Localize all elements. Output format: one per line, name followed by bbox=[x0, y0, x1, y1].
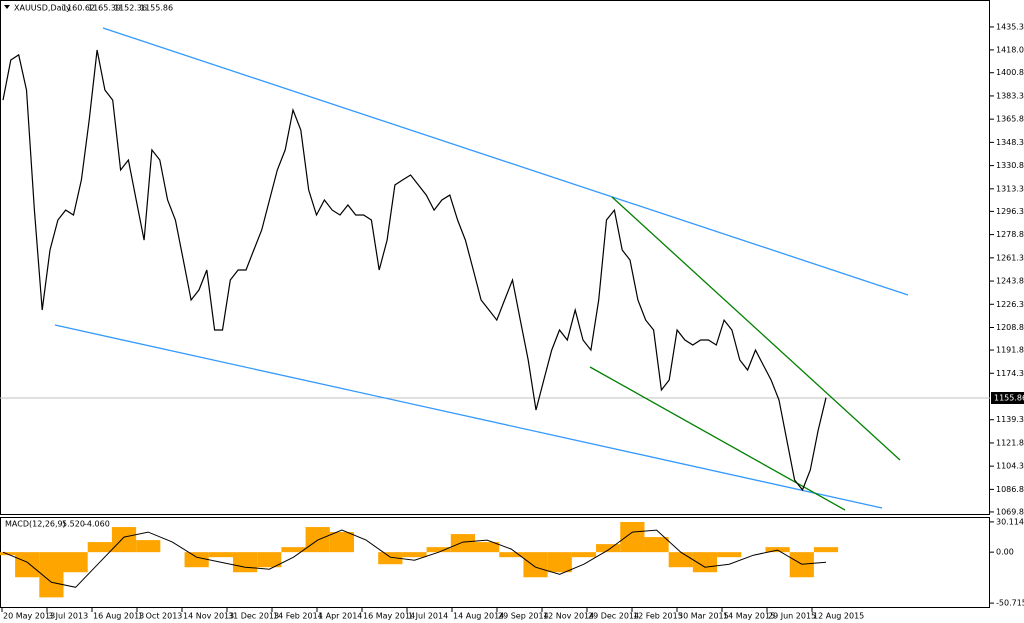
y-tick-label: 1208.80 bbox=[996, 323, 1024, 332]
macd-bar bbox=[813, 547, 839, 553]
x-tick-label: 1 Oct 2013 bbox=[138, 612, 182, 621]
macd-main: 5.520 bbox=[62, 520, 85, 529]
y-tick-label: 1121.80 bbox=[996, 438, 1024, 447]
y-tick-label: 30.114 bbox=[996, 517, 1024, 526]
macd-bar bbox=[571, 552, 597, 558]
x-tick-label: 12 Aug 2015 bbox=[813, 612, 864, 621]
y-tick-label: 1365.80 bbox=[996, 115, 1024, 124]
macd-bar bbox=[232, 552, 258, 573]
y-tick-label: -50.715 bbox=[996, 599, 1024, 608]
macd-bar bbox=[426, 547, 451, 553]
y-tick-label: 1226.30 bbox=[996, 300, 1024, 309]
x-tick-label: 16 May 2014 bbox=[363, 612, 415, 621]
x-tick-label: 1 Jul 2014 bbox=[408, 612, 448, 621]
low: 1152.36 bbox=[114, 4, 147, 13]
close: 1155.86 bbox=[140, 4, 173, 13]
x-tick-label: 3 Jul 2013 bbox=[48, 612, 88, 621]
macd-bar bbox=[789, 552, 814, 578]
trendline[interactable] bbox=[54, 324, 883, 509]
macd-bar bbox=[692, 552, 718, 573]
macd-bar bbox=[450, 534, 476, 553]
symbol: XAUUSD,Daily bbox=[14, 4, 71, 13]
macd-bar bbox=[402, 552, 427, 558]
high: 1165.39 bbox=[88, 4, 121, 13]
macd-bar bbox=[499, 552, 524, 558]
macd-signal: -4.060 bbox=[84, 520, 110, 529]
macd-bar bbox=[87, 542, 112, 553]
x-tick-label: 14 Nov 2013 bbox=[183, 612, 234, 621]
y-tick-label: 1296.30 bbox=[996, 207, 1024, 216]
macd-bar bbox=[596, 544, 621, 553]
x-tick-label: 12 Feb 2015 bbox=[633, 612, 683, 621]
x-tick-label: 30 Mar 2015 bbox=[678, 612, 729, 621]
current-price: 1155.86 bbox=[994, 394, 1024, 403]
macd-bar bbox=[668, 552, 693, 568]
y-tick-label: 1191.80 bbox=[996, 346, 1024, 355]
price-line bbox=[2, 49, 827, 492]
macd-bar bbox=[378, 552, 403, 565]
macd-bar bbox=[184, 552, 209, 568]
macd-bar bbox=[63, 552, 88, 573]
trendlines bbox=[54, 27, 909, 511]
macd-bar bbox=[39, 552, 64, 598]
macd-name: MACD(12,26,9) bbox=[5, 520, 66, 529]
macd-bar bbox=[644, 537, 669, 553]
macd-bar bbox=[620, 522, 645, 553]
y-tick-label: 1243.80 bbox=[996, 277, 1024, 286]
x-tick-label: 29 Sep 2014 bbox=[498, 612, 549, 621]
y-tick-label: 1104.30 bbox=[996, 462, 1024, 471]
price-tag bbox=[991, 392, 1024, 404]
macd-bar bbox=[15, 552, 40, 578]
y-tick-label: 1383.30 bbox=[996, 91, 1024, 100]
macd-bar bbox=[208, 552, 233, 558]
y-tick-label: 1330.80 bbox=[996, 161, 1024, 170]
trendline[interactable] bbox=[611, 196, 901, 461]
trendline[interactable] bbox=[589, 366, 846, 511]
x-tick-label: 31 Dec 2013 bbox=[228, 612, 279, 621]
x-tick-label: 14 May 2015 bbox=[723, 612, 775, 621]
macd-bar bbox=[281, 547, 306, 553]
y-tick-label: 1418.00 bbox=[996, 45, 1024, 54]
y-tick-label: 1435.30 bbox=[996, 22, 1024, 31]
macd-bar bbox=[717, 552, 742, 558]
macd-bar bbox=[111, 527, 137, 553]
x-tick-label: 12 Nov 2014 bbox=[543, 612, 594, 621]
y-tick-label: 1261.30 bbox=[996, 253, 1024, 262]
open: 1160.62 bbox=[62, 4, 95, 13]
x-tick-label: 14 Aug 2014 bbox=[453, 612, 504, 621]
macd-bar bbox=[329, 532, 354, 553]
x-tick-label: 29 Dec 2014 bbox=[588, 612, 639, 621]
x-tick-label: 16 Aug 2013 bbox=[93, 612, 144, 621]
signal-line bbox=[2, 529, 827, 588]
x-tick-label: 14 Feb 2014 bbox=[273, 612, 323, 621]
y-tick-label: 1086.80 bbox=[996, 485, 1024, 494]
y-tick-label: 1139.30 bbox=[996, 415, 1024, 424]
macd-panel bbox=[0, 517, 990, 608]
macd-bar bbox=[475, 542, 500, 553]
trendline[interactable] bbox=[102, 27, 909, 296]
y-tick-label: 1069.80 bbox=[996, 507, 1024, 516]
x-tick-label: 29 Jun 2015 bbox=[768, 612, 816, 621]
macd-bar bbox=[136, 540, 161, 553]
y-tick-label: 1313.30 bbox=[996, 184, 1024, 193]
x-tick-label: 1 Apr 2014 bbox=[318, 612, 362, 621]
y-tick-label: 0.00 bbox=[996, 548, 1014, 557]
macd-bar bbox=[547, 552, 572, 573]
y-tick-label: 1278.80 bbox=[996, 230, 1024, 239]
price-panel bbox=[0, 0, 990, 515]
menu-arrow[interactable] bbox=[4, 5, 10, 9]
y-tick-label: 1400.80 bbox=[996, 68, 1024, 77]
y-tick-label: 1174.30 bbox=[996, 369, 1024, 378]
macd-bar bbox=[523, 552, 548, 578]
y-tick-label: 1348.30 bbox=[996, 138, 1024, 147]
x-tick-label: 20 May 2013 bbox=[3, 612, 55, 621]
macd-bar bbox=[257, 552, 282, 568]
